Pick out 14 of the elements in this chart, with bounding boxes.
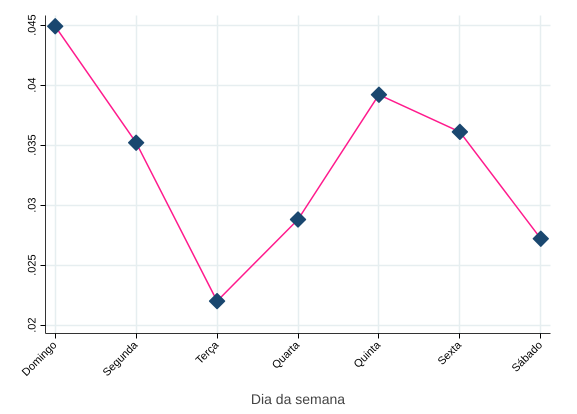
y-tick-label: .03 xyxy=(26,197,38,213)
point xyxy=(370,86,388,103)
y-tick-label: .02 xyxy=(26,317,38,333)
point xyxy=(208,292,226,310)
point xyxy=(452,124,468,140)
y-tick-label: .035 xyxy=(26,134,38,156)
y-tick-label: .04 xyxy=(26,77,38,93)
y-tick-label: .045 xyxy=(26,14,38,36)
point xyxy=(46,18,64,35)
point xyxy=(532,230,550,247)
point xyxy=(128,134,144,151)
y-tick-label: .025 xyxy=(26,254,38,276)
point xyxy=(290,211,306,228)
x-axis-title: Dia da semana xyxy=(250,391,346,408)
